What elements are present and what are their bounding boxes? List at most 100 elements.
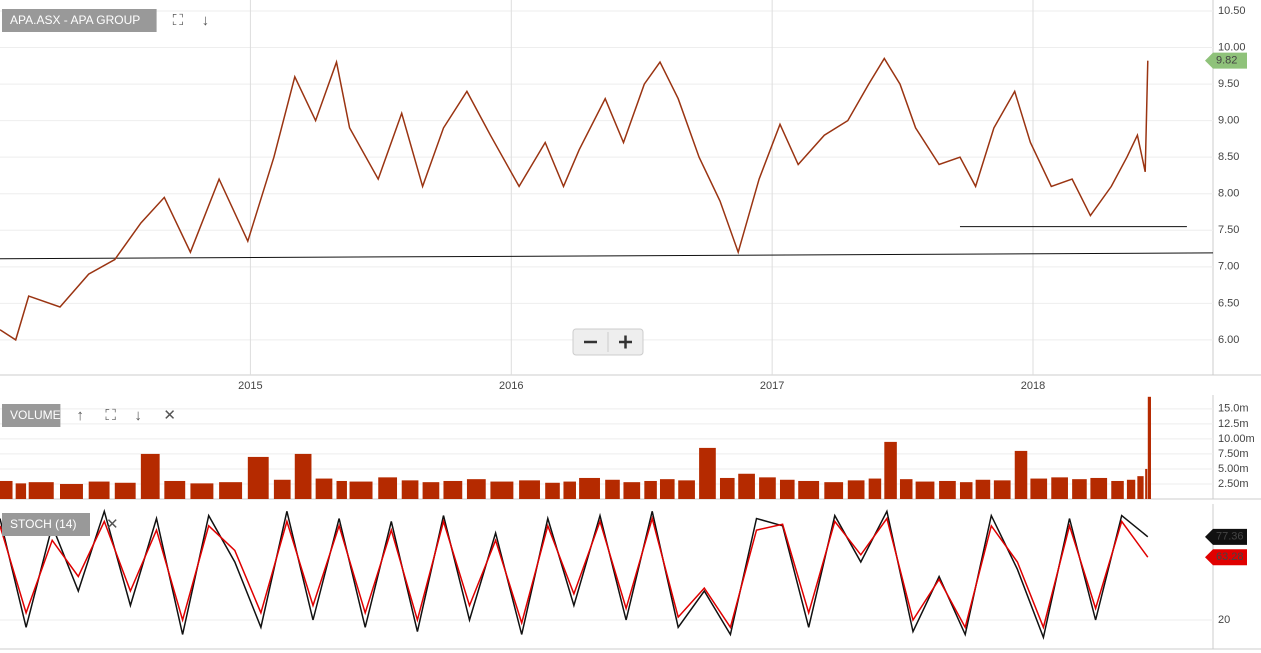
y-tick-label: 20 [1218,614,1230,626]
value-badge [1205,549,1247,566]
volume-bar [623,482,641,499]
volume-bar [1030,478,1048,499]
volume-bar [140,453,160,499]
volume-bar [378,477,398,499]
volume-bar [868,478,882,499]
y-tick-label: 6.00 [1218,334,1239,346]
volume-bar [1137,476,1144,499]
panel-title: STOCH (14) [10,517,76,531]
volume-bar [959,482,973,499]
volume-bar [719,477,735,499]
volume-bar [779,479,795,499]
volume-bar [315,478,333,499]
volume-bar [273,479,291,499]
volume-bar [114,482,136,499]
value-badge [1205,52,1247,69]
value-badge [1205,528,1247,545]
panel-title-badge [2,513,90,536]
volume-bar [1147,396,1151,499]
y-tick-label: 10.50 [1218,5,1246,17]
y-tick-label: 6.50 [1218,297,1239,309]
volume-bar [545,482,560,499]
volume-bar [644,480,657,499]
data-line [0,515,1149,630]
panel-title-badge [2,404,61,427]
volume-bar [490,481,514,499]
volume-bar [563,481,576,499]
y-tick-label: 5.00m [1218,463,1249,475]
volume-bar [1126,479,1136,499]
volume-bar [422,482,440,499]
panel-icon[interactable]: ↓ [202,12,210,29]
panel-icon[interactable]: ✕ [163,407,176,424]
data-line [0,508,1149,641]
volume-bar [579,477,600,499]
volume-bar [738,473,755,499]
volume-bar [294,453,312,499]
volume-bar [401,480,419,499]
y-tick-label: 7.50 [1218,224,1239,236]
volume-bar [1014,450,1028,499]
volume-bar [824,482,844,499]
panel-icon[interactable]: ⛶ [105,407,116,424]
volume-bar [519,480,540,499]
value-badge-label: 63.28 [1216,551,1244,563]
panel-title: VOLUME [10,408,61,422]
y-tick-label: 8.00 [1218,188,1239,200]
x-tick-label: 2016 [499,380,523,392]
x-tick-label: 2018 [1021,380,1045,392]
volume-bar [1111,480,1124,499]
panel-title: APA.ASX - APA GROUP [10,13,140,27]
volume-bar [659,479,675,499]
x-tick-label: 2015 [238,380,262,392]
volume-bar [15,483,27,499]
volume-bar [0,480,13,499]
panel-icon[interactable]: ↑ [76,407,84,424]
volume-bar [847,480,865,499]
y-tick-label: 15.0m [1218,403,1249,415]
zoom-control[interactable] [572,328,644,356]
y-tick-label: 7.00 [1218,261,1239,273]
volume-bar [190,483,214,499]
volume-bar [443,480,463,499]
y-tick-label: 12.5m [1218,418,1249,430]
y-tick-label: 10.00 [1218,41,1246,53]
volume-bar [247,456,269,499]
panel-title-badge [2,9,157,32]
x-tick-label: 2017 [760,380,784,392]
panel-icon[interactable]: ↓ [134,407,142,424]
y-tick-label: 2.50m [1218,478,1249,490]
volume-bar [605,479,620,499]
volume-bar [699,447,716,499]
y-tick-label: 9.00 [1218,115,1239,127]
volume-bar [678,480,695,499]
volume-bar [975,479,991,499]
y-tick-label: 9.50 [1218,78,1239,90]
trend-line [0,252,1214,260]
volume-bar [1072,479,1087,499]
value-badge-label: 77.36 [1216,531,1244,543]
volume-bar [915,481,935,499]
volume-bar [28,482,54,499]
volume-bar [899,479,913,499]
volume-bar [219,482,243,499]
volume-bar [1051,477,1068,499]
panel-icon[interactable]: ⛶ [173,12,184,29]
data-line [0,57,1149,342]
volume-bar [1145,468,1148,499]
volume-bar [336,480,347,499]
y-tick-label: 8.50 [1218,151,1239,163]
volume-bar [59,483,83,499]
volume-bar [466,479,486,499]
volume-bar [88,481,110,499]
volume-bar [164,480,186,499]
y-tick-label: 10.00m [1218,433,1255,445]
volume-bar [798,480,820,499]
panel-icon[interactable]: ✕ [106,516,119,533]
volume-bar [993,480,1011,499]
value-badge-label: 9.82 [1216,55,1237,67]
volume-bar [349,481,373,499]
volume-bar [1090,477,1108,499]
y-tick-label: 7.50m [1218,448,1249,460]
